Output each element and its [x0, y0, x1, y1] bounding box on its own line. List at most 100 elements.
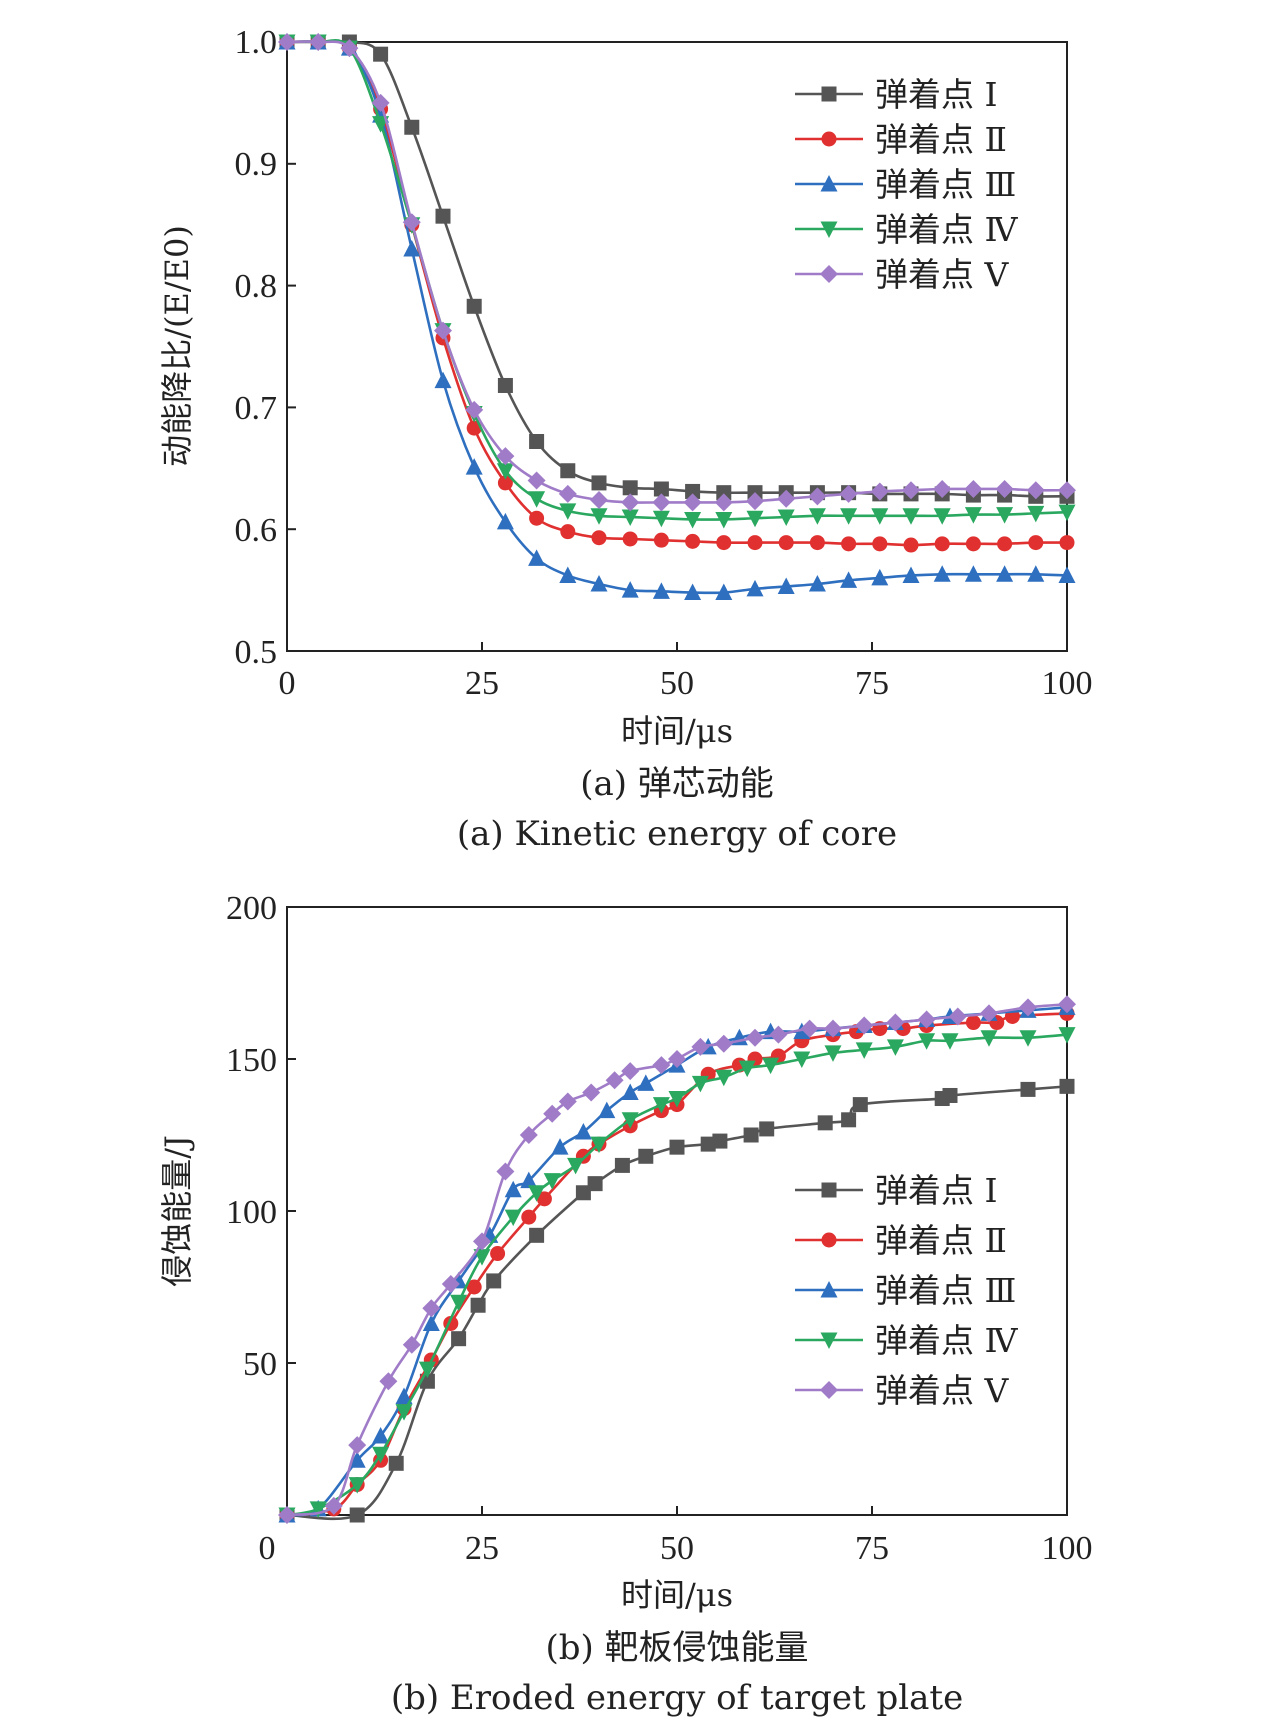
chart-b-data-point: [605, 1071, 624, 1090]
chart-b-data-point: [800, 1019, 819, 1038]
chart-a-data-point: [653, 532, 669, 548]
chart-b-data-point: [504, 1209, 522, 1227]
chart-b-data-point: [402, 1335, 421, 1354]
chart-a-data-point: [934, 536, 950, 552]
chart-b-data-point: [590, 1136, 608, 1154]
chart-a-data-point: [840, 508, 858, 525]
chart-a-data-point: [777, 509, 795, 527]
chart-a-data-point: [746, 492, 764, 511]
chart-b-data-point: [348, 1436, 367, 1455]
chart-b-data-point: [1059, 1078, 1075, 1094]
chart-b-data-point: [621, 1083, 639, 1100]
chart-b-data-point: [855, 1042, 873, 1059]
chart-a-data-point: [995, 480, 1014, 499]
chart-b-ticks: [286, 906, 1068, 1515]
chart-a-ticks: [286, 41, 1068, 652]
chart-a-data-point: [652, 493, 671, 512]
chart-b-data-point: [473, 1232, 491, 1251]
chart-a-data-point: [685, 533, 701, 549]
legend-marker-swatch: [820, 1332, 838, 1349]
chart-a: 0.5 0.6 0.7 0.8 0.9 1.0 0 25 50 75 100 时…: [158, 24, 1093, 854]
chart-a-data-point: [528, 549, 546, 566]
chart-a-data-point: [870, 482, 889, 501]
chart-b-series-v: [278, 995, 1076, 1524]
chart-b-data-point: [598, 1101, 616, 1119]
chart-a-data-point: [465, 458, 483, 475]
chart-a-data-point: [933, 480, 952, 499]
chart-a-data-point: [559, 503, 577, 520]
chart-a-data-point: [902, 566, 920, 583]
chart-b-plot-frame: [286, 906, 1068, 1516]
chart-a-data-point: [777, 577, 795, 594]
chart-b-data-point: [529, 1227, 545, 1243]
chart-a-data-point: [590, 575, 608, 592]
chart-b-data-point: [486, 1273, 502, 1289]
chart-a-data-point: [435, 208, 451, 224]
chart-a-data-point: [841, 536, 857, 552]
chart-a-series-iv: [278, 34, 1076, 529]
legend-label: 弹着点 Ⅴ: [875, 255, 1009, 294]
chart-b-xtick-label: 50: [660, 1530, 694, 1567]
chart-b-data-point: [855, 1016, 874, 1035]
chart-a-data-point: [871, 568, 889, 586]
chart-b-xlabel: 时间/μs: [621, 1576, 733, 1614]
chart-a-data-point: [434, 321, 452, 340]
chart-a-subtitle: (a) Kinetic energy of core: [457, 814, 897, 854]
chart-b-series: [278, 995, 1076, 1524]
chart-a-data-point: [1058, 481, 1076, 500]
chart-b-data-point: [980, 1004, 998, 1023]
chart-b-series-line: [286, 1085, 1068, 1521]
chart-a-ytick-label: 0.8: [235, 268, 278, 305]
chart-a-data-point: [996, 565, 1014, 582]
chart-b-data-point: [714, 1034, 733, 1053]
legend-label: 弹着点 Ⅱ: [875, 120, 1007, 159]
chart-b-subtitle: (b) Eroded energy of target plate: [391, 1678, 963, 1718]
chart-b-data-point: [473, 1249, 491, 1266]
chart-b-data-point: [948, 1007, 967, 1026]
chart-b-series-line: [286, 1006, 1068, 1517]
chart-b-ytick-label: 150: [226, 1042, 277, 1079]
chart-a-title: (a) 弹芯动能: [580, 764, 774, 804]
chart-b-data-point: [521, 1209, 537, 1225]
chart-a-data-point: [652, 582, 670, 599]
chart-b-data-point: [395, 1387, 413, 1404]
chart-a-legend-item: 弹着点 Ⅳ: [795, 210, 1018, 249]
chart-a-data-point: [558, 484, 577, 503]
chart-b-data-point: [543, 1104, 562, 1123]
chart-a-data-point: [685, 483, 701, 499]
chart-b-data-point: [743, 1127, 759, 1143]
chart-a-xtick-label: 25: [465, 665, 499, 702]
chart-b-data-point: [668, 1091, 686, 1108]
chart-a-data-point: [528, 491, 546, 508]
chart-a-xtick-label: 100: [1042, 665, 1093, 702]
chart-b-data-point: [621, 1062, 640, 1081]
chart-a-data-point: [529, 510, 545, 526]
chart-b-data-point: [769, 1025, 788, 1044]
chart-a-data-point: [621, 581, 639, 598]
chart-b-data-point: [567, 1157, 585, 1175]
chart-a-data-point: [746, 510, 764, 528]
chart-a-ytick-label: 0.9: [235, 146, 278, 183]
chart-a-data-point: [434, 371, 452, 389]
chart-b-data-point: [519, 1126, 538, 1144]
chart-a-data-point: [403, 240, 421, 257]
chart-b: 50 100 150 200 0 25 50 75 100 时间/μs 侵蚀能量…: [158, 890, 1093, 1718]
chart-b-data-point: [759, 1121, 775, 1137]
chart-b-series-i: [279, 1078, 1075, 1523]
legend-label: 弹着点 Ⅴ: [875, 1371, 1009, 1410]
chart-a-data-point: [590, 508, 608, 525]
chart-a-data-point: [778, 535, 794, 551]
chart-b-legend-item: 弹着点 Ⅰ: [795, 1171, 998, 1210]
chart-a-data-point: [997, 536, 1013, 552]
chart-a-data-point: [591, 530, 607, 546]
chart-b-ytick-label: 50: [243, 1346, 277, 1383]
chart-b-data-point: [1058, 995, 1076, 1014]
chart-a-data-point: [808, 508, 826, 525]
chart-a-legend: 弹着点 Ⅰ 弹着点 Ⅱ 弹着点 Ⅲ 弹着点 Ⅳ 弹着点 Ⅴ: [795, 75, 1018, 294]
chart-b-data-point: [450, 1294, 468, 1312]
chart-a-data-point: [621, 493, 640, 512]
legend-marker-swatch: [821, 1182, 837, 1198]
chart-a-data-point: [871, 508, 889, 525]
chart-b-data-point: [793, 1051, 811, 1068]
